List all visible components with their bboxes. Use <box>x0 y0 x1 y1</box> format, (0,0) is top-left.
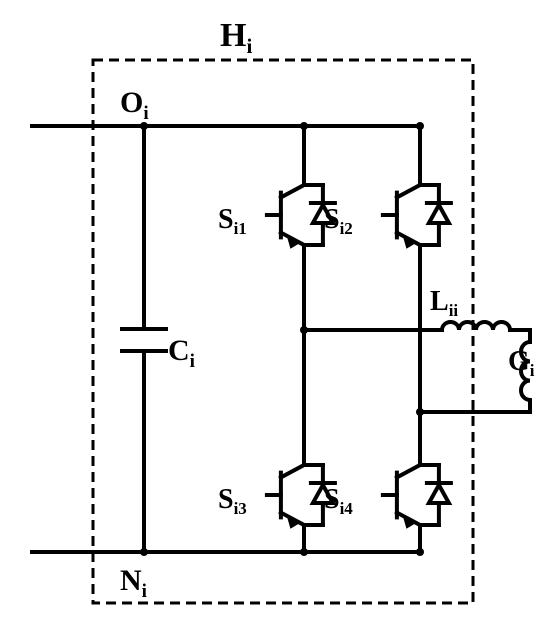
label-S1: Si1 <box>218 204 247 238</box>
switch-s-i2 <box>402 205 448 249</box>
inductor-L <box>442 322 510 330</box>
circuit-diagram: Hi Oi Ni Ci Si1 Si2 Si3 Si4 Lii Gi <box>0 0 558 623</box>
label-H: Hi <box>220 17 252 58</box>
label-S3: Si3 <box>218 484 247 518</box>
label-N: Ni <box>120 564 147 602</box>
label-L: Lii <box>430 286 458 320</box>
label-C: Ci <box>168 334 195 372</box>
label-S2: Si2 <box>324 204 353 238</box>
label-O: Oi <box>120 86 149 124</box>
label-G: Gi <box>508 346 535 380</box>
label-S4: Si4 <box>324 484 353 518</box>
switch-s-i4 <box>402 485 448 529</box>
